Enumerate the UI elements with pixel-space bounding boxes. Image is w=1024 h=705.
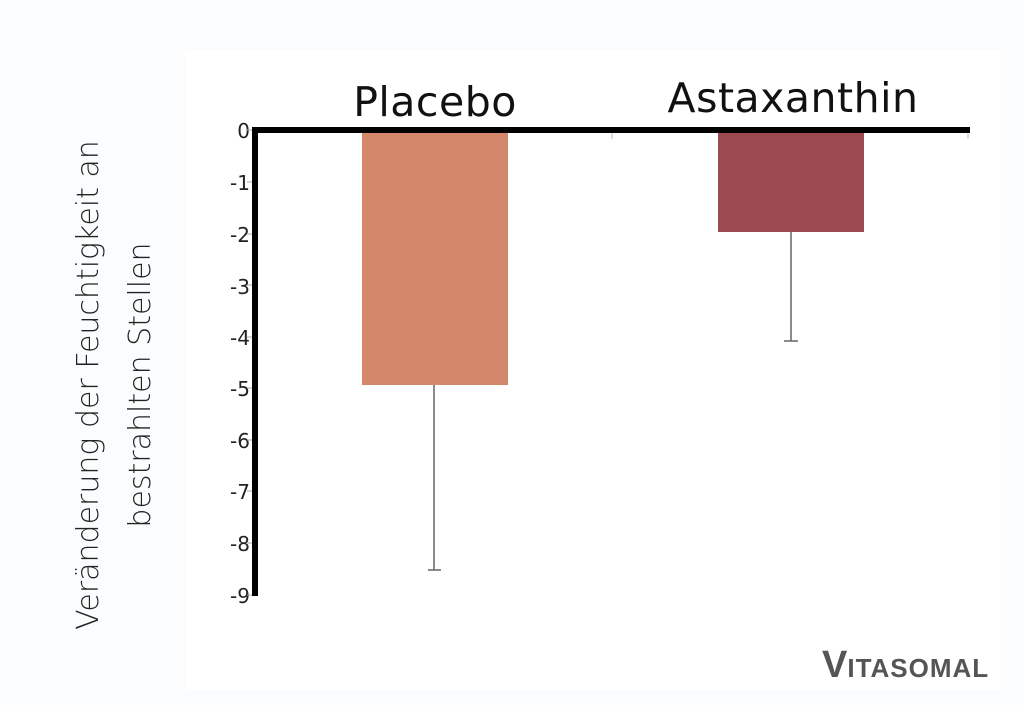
- y-tick-label: 0: [237, 119, 250, 143]
- category-label-astaxanthin: Astaxanthin: [667, 74, 919, 122]
- y-axis-line: [252, 127, 258, 596]
- y-tick-label: -8: [230, 532, 250, 556]
- plot-area-background: [185, 50, 1000, 690]
- y-tick-label: -9: [230, 584, 250, 608]
- error-bars: [428, 232, 798, 571]
- y-tick-label: -5: [230, 377, 250, 401]
- vitasomal-logo: VITASOMAL: [822, 644, 990, 686]
- y-tick-label: -6: [230, 429, 250, 453]
- y-tick-label: -1: [230, 171, 250, 195]
- category-label-placebo: Placebo: [353, 78, 517, 126]
- x-axis-line: [252, 127, 970, 133]
- y-tick-label: -2: [230, 223, 250, 247]
- bar-astaxanthin: [718, 131, 864, 232]
- y-tick-label: -7: [230, 480, 250, 504]
- y-tick-label: -3: [230, 275, 250, 299]
- y-tick-label: -4: [230, 326, 250, 350]
- bar-placebo: [362, 131, 508, 385]
